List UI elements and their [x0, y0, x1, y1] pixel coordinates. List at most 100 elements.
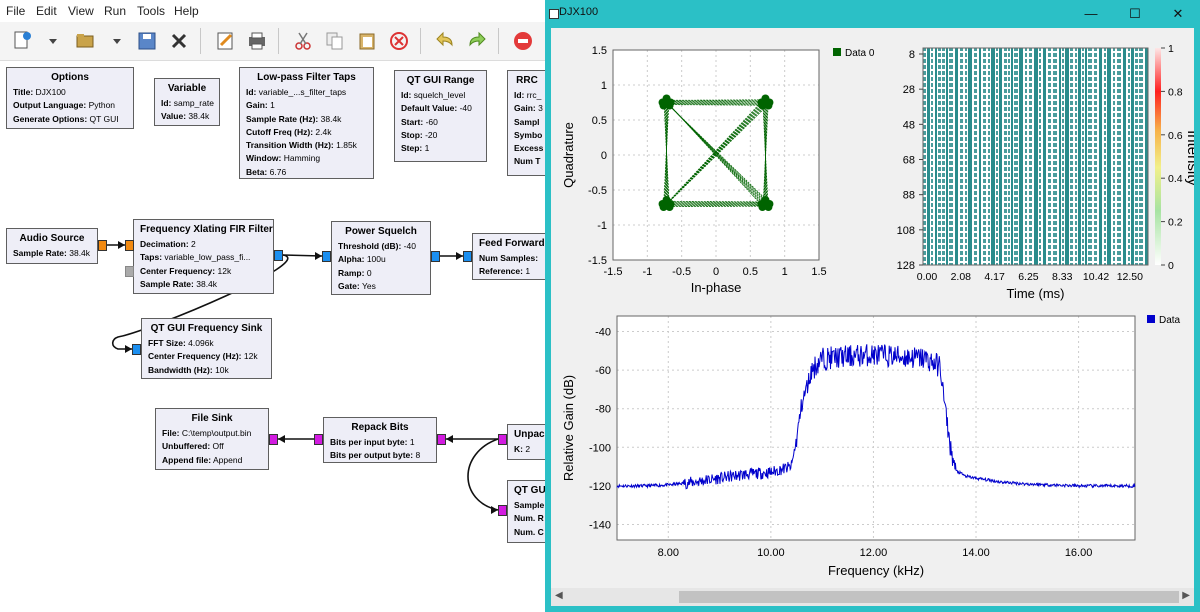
waterfall-gap — [965, 261, 967, 263]
scroll-right-icon[interactable]: ▶ — [1182, 590, 1190, 601]
menu-edit[interactable]: Edit — [36, 4, 57, 18]
waterfall-gap — [1062, 165, 1064, 167]
port-repack-in[interactable] — [314, 434, 323, 445]
scroll-left-icon[interactable]: ◀ — [555, 590, 563, 601]
waterfall-gap — [1135, 165, 1138, 167]
waterfall-gap — [1014, 123, 1018, 125]
horizontal-scrollbar[interactable]: ◀ ▶ — [551, 588, 1194, 606]
constellation-trace — [663, 104, 769, 207]
menu-run[interactable]: Run — [104, 4, 127, 18]
waterfall-column — [1059, 48, 1061, 265]
waterfall-gap — [974, 153, 977, 155]
maximize-icon[interactable]: ☐ — [1129, 6, 1141, 21]
dropdown-icon[interactable] — [40, 28, 58, 54]
block-feedfwd[interactable]: Feed Forward Num Samples: Reference: 1 — [472, 233, 547, 280]
port-audio-out[interactable] — [98, 240, 107, 251]
block-variable[interactable]: Variable Id: samp_rate Value: 38.4k — [154, 78, 220, 126]
save-icon[interactable] — [134, 28, 160, 54]
frequency-plot[interactable]: 8.00 10.00 12.00 14.00 16.00 -40 -60 -80 -100 -12… — [551, 308, 1194, 588]
block-squelch[interactable]: Power Squelch Threshold (dB): -40 Alpha: 1… — [331, 221, 431, 295]
redo-icon[interactable] — [464, 28, 490, 54]
scrollbar-thumb[interactable] — [679, 591, 1179, 603]
port-xlating-freq-in[interactable] — [125, 266, 134, 277]
block-audio[interactable]: Audio Source Sample Rate: 38.4k — [6, 228, 98, 264]
block-rrc[interactable]: RRC Id: rrc_ Gain: 3 Sampl Symbo Excess Num… — [507, 70, 547, 176]
port-squelch-in[interactable] — [322, 251, 331, 262]
waterfall-gap — [983, 147, 986, 149]
minimize-icon[interactable]: — — [1084, 6, 1098, 21]
block-param: Title: DJX100 — [13, 86, 127, 99]
param-value: 1 — [270, 100, 275, 111]
port-xlating-in[interactable] — [125, 240, 134, 251]
colorbar-label: Intensity — [1184, 130, 1194, 186]
waterfall-gap — [965, 231, 967, 233]
waterfall-gap — [1014, 225, 1018, 227]
new-icon[interactable] — [8, 28, 34, 54]
waterfall-gap — [1117, 183, 1121, 185]
waterfall-column — [1113, 48, 1115, 265]
waterfall-gap — [1062, 75, 1064, 77]
waterfall-gap — [1029, 201, 1032, 203]
stop-icon[interactable] — [510, 28, 536, 54]
waterfall-gap — [1094, 177, 1097, 179]
block-freqsink[interactable]: QT GUI Frequency Sink FFT Size: 4.096k Cen… — [141, 318, 272, 379]
menu-tools[interactable]: Tools — [137, 4, 166, 18]
port-unpack-in[interactable] — [498, 434, 507, 445]
waterfall-gap — [923, 225, 926, 227]
close-icon[interactable] — [166, 28, 192, 54]
waterfall-gap — [1014, 117, 1018, 119]
waterfall-gap — [1029, 189, 1032, 191]
copy-icon[interactable] — [322, 28, 348, 54]
waterfall-gap — [1062, 219, 1064, 221]
param-key: Alpha: — [338, 254, 365, 265]
block-filesink[interactable]: File Sink File: C:\temp\output.bin Unbuffe… — [155, 408, 269, 470]
port-qtgui2-in[interactable] — [498, 505, 507, 516]
block-range[interactable]: QT GUI Range Id: squelch_level Default Val… — [394, 70, 487, 162]
block-lpf[interactable]: Low-pass Filter Taps Id: variable_...s_fi… — [239, 67, 374, 179]
waterfall-gap — [974, 117, 977, 119]
undo-icon[interactable] — [432, 28, 458, 54]
block-xlating[interactable]: Frequency Xlating FIR Filter Decimation: … — [133, 219, 274, 294]
port-feedfwd-in[interactable] — [463, 251, 472, 262]
menu-view[interactable]: View — [68, 4, 94, 18]
block-options[interactable]: Options Title: DJX100 Output Language: Pyt… — [6, 67, 134, 129]
close-icon[interactable]: ✕ — [1172, 6, 1184, 21]
waterfall-gap — [1014, 219, 1018, 221]
menu-help[interactable]: Help — [174, 4, 199, 18]
waterfall-gap — [1053, 147, 1057, 149]
port-squelch-out[interactable] — [431, 251, 440, 262]
waterfall-gap — [1117, 141, 1121, 143]
waterfall-gap — [965, 207, 967, 209]
port-freqsink-in[interactable] — [132, 344, 141, 355]
dropdown-icon[interactable] — [104, 28, 122, 54]
flowgraph-canvas[interactable]: Options Title: DJX100 Output Language: Pyt… — [0, 61, 547, 612]
port-xlating-out[interactable] — [274, 250, 283, 261]
menu-file[interactable]: File — [6, 4, 26, 18]
block-param: Transition Width (Hz): 1.85k — [246, 139, 367, 152]
waterfall-gap — [1053, 117, 1057, 119]
delete-icon[interactable] — [386, 28, 412, 54]
waterfall-gap — [974, 159, 977, 161]
port-filesink-in[interactable] — [269, 434, 278, 445]
waterfall-gap — [1070, 237, 1073, 239]
waterfall-gap — [1113, 141, 1115, 143]
cut-icon[interactable] — [290, 28, 316, 54]
waterfall-gap — [1113, 243, 1115, 245]
port-repack-out[interactable] — [437, 434, 446, 445]
open-icon[interactable] — [72, 28, 98, 54]
block-unpack[interactable]: Unpac K: 2 — [507, 424, 547, 460]
edit-icon[interactable] — [212, 28, 238, 54]
wire-unpack-qtgui[interactable] — [467, 438, 499, 511]
param-key: Window: — [246, 153, 282, 164]
print-icon[interactable] — [244, 28, 270, 54]
waterfall-gap — [983, 141, 986, 143]
constellation-plot[interactable]: -1.5 1.5 -1 1 -0.5 0.5 0 0 0.5 -0.5 1 -1 1.5 -1.5 In-p… — [551, 28, 886, 308]
waterfall-gap — [1139, 117, 1143, 119]
block-qtgui2[interactable]: QT GU Sample Num. R Num. C — [507, 480, 547, 543]
y-tick-label: -1 — [597, 220, 607, 232]
toolbar-separator — [278, 28, 279, 54]
paste-icon[interactable] — [354, 28, 380, 54]
block-repack[interactable]: Repack Bits Bits per input byte: 1 Bits pe… — [323, 417, 437, 463]
waterfall-gap — [942, 171, 945, 173]
